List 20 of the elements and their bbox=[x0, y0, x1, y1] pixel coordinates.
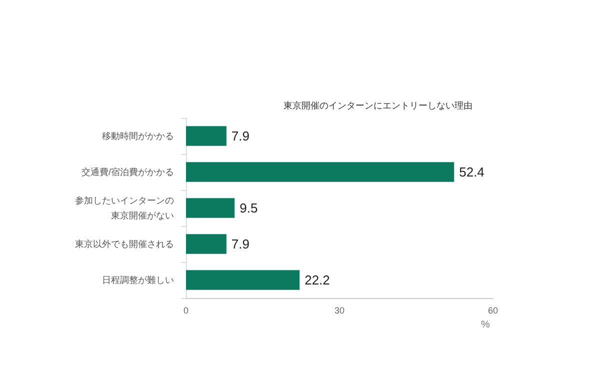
data-label: 9.5 bbox=[240, 200, 258, 216]
y-tick-label: 参加したいインターンの東京開催がない bbox=[75, 196, 174, 220]
y-tick-label: 日程調整が難しい bbox=[102, 275, 174, 285]
data-label: 52.4 bbox=[459, 164, 484, 180]
bar bbox=[186, 198, 235, 218]
y-tick-label: 東京以外でも開催される bbox=[75, 239, 174, 249]
bar bbox=[186, 126, 226, 146]
y-tick-label: 移動時間がかかる bbox=[102, 131, 174, 141]
data-label: 7.9 bbox=[231, 128, 250, 144]
x-tick-label: 30 bbox=[334, 306, 345, 316]
x-tick-label: 0 bbox=[183, 306, 189, 316]
x-axis-title: % bbox=[481, 320, 490, 330]
data-label: 22.2 bbox=[304, 272, 330, 288]
bar bbox=[186, 162, 454, 182]
chart-title: 東京開催のインターンにエントリーしない理由 bbox=[284, 100, 472, 110]
bar bbox=[186, 270, 300, 290]
y-tick-label: 交通費/宿泊費がかかる bbox=[81, 167, 174, 177]
bar bbox=[186, 234, 226, 254]
data-label: 7.9 bbox=[231, 236, 250, 252]
x-tick-label: 60 bbox=[488, 306, 498, 316]
